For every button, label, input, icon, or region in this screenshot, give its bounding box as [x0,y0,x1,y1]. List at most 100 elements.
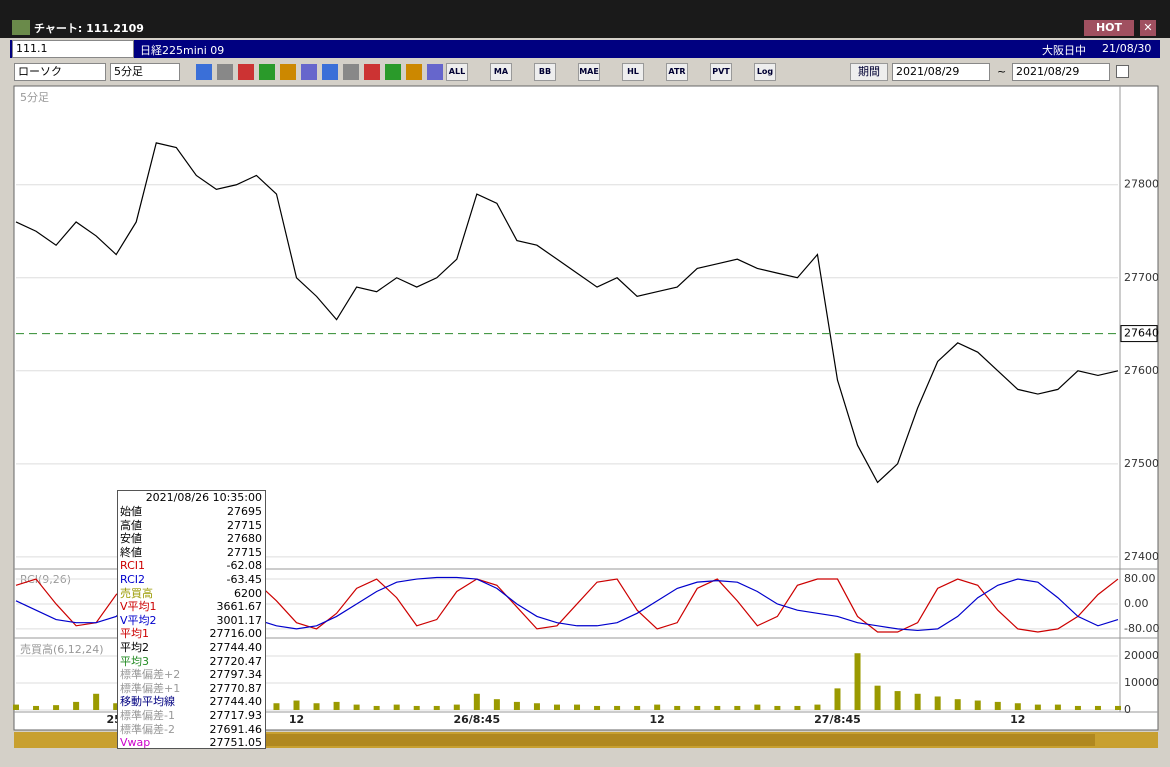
code-select[interactable]: 111.1 [12,40,134,58]
volume-bar [994,701,1001,710]
info-label: 標準偏差+2 [120,668,181,682]
info-row: 平均2 27744.40 [118,641,265,655]
tool-button[interactable]: PVT [710,63,732,81]
tool-button[interactable]: Log [754,63,776,81]
tool-button[interactable]: HL [622,63,644,81]
volume-bar [814,704,821,710]
tool-icon[interactable] [406,64,422,80]
y-tick-label: -80.00 [1124,622,1159,635]
tool-icon[interactable] [343,64,359,80]
tool-icon[interactable] [301,64,317,80]
volume-bar [1054,704,1061,710]
info-label: 標準偏差-2 [120,722,175,736]
volume-bar [934,696,941,710]
market-date: 21/08/30 [1102,42,1152,55]
tool-button[interactable]: BB [534,63,556,81]
tool-icon[interactable] [196,64,212,80]
info-value: 27744.40 [209,640,263,654]
tool-icon[interactable] [322,64,338,80]
info-label: 高値 [120,518,142,532]
info-bar: 111.1 日経225mini 09 大阪日中 21/08/30 [10,40,1160,58]
current-price-label: 27640 [1124,327,1159,340]
info-value: -62.08 [226,559,262,573]
volume-bar [313,703,320,710]
hot-button[interactable]: HOT [1084,20,1134,36]
y-tick-label: 20000 [1124,649,1159,662]
volume-bar [353,704,360,710]
date-to[interactable]: 2021/08/29 [1012,63,1110,81]
date-from[interactable]: 2021/08/29 [892,63,990,81]
info-value: 3661.67 [216,600,263,614]
volume-bar [954,699,961,710]
volume-bar [854,653,861,710]
info-value: 3001.17 [216,613,263,627]
info-row: 標準偏差+2 27797.34 [118,668,265,682]
volume-bar [754,704,761,710]
x-tick-label: 12 [289,713,304,726]
volume-bar [53,705,60,710]
volume-bar [273,703,280,710]
checkbox[interactable] [1116,65,1129,78]
volume-bar [553,704,560,710]
window-title: チャート: 111.2109 [34,22,144,35]
tool-button[interactable]: ATR [666,63,688,81]
period-button[interactable]: 期間 [850,63,888,81]
instrument-name: 日経225mini 09 [140,44,225,57]
volume-bar [1115,705,1121,710]
info-row: V平均2 3001.17 [118,614,265,628]
volume-bar [73,701,80,710]
tool-button[interactable]: MAE [578,63,600,81]
tool-icon[interactable] [259,64,275,80]
chart-type-select[interactable]: ローソク [14,63,106,81]
y-tick-label: 0 [1124,703,1131,716]
tool-icon[interactable] [385,64,401,80]
volume-bar [834,688,841,710]
info-value: 27751.05 [209,736,263,750]
info-value: 27715 [227,518,262,532]
volume-bar [413,705,420,710]
info-value: 27695 [227,505,262,518]
tool-icon[interactable] [217,64,233,80]
volume-bar [1014,703,1021,710]
info-row: 移動平均線 27744.40 [118,695,265,709]
y-tick-label: 27600 [1124,364,1159,377]
tool-icon[interactable] [427,64,443,80]
interval-select[interactable]: 5分足 [110,63,180,81]
info-value: 27680 [227,532,262,546]
info-label: RCI1 [120,559,146,573]
info-row: 平均3 27720.47 [118,655,265,669]
volume-bar [614,705,621,710]
panel-title: 5分足 [20,91,49,104]
volume-bar [433,705,440,710]
button-row: ALL MA BB MAE HL ATR PVT Log [196,63,846,83]
tool-icon[interactable] [280,64,296,80]
info-row: 終値 27715 [118,546,265,560]
info-row: 平均1 27716.00 [118,627,265,641]
info-label: 移動平均線 [120,695,175,709]
volume-bar [453,704,460,710]
current-price-box [1120,325,1158,343]
info-row: Vwap 27751.05 [118,736,265,750]
x-tick-label: 26/8:45 [453,713,500,726]
info-row: V平均1 3661.67 [118,600,265,614]
info-row: 高値 27715 [118,519,265,533]
tool-icon[interactable] [238,64,254,80]
volume-bar [634,705,641,710]
info-label: 標準偏差+1 [120,681,181,695]
volume-bar [894,691,901,710]
volume-bar [914,693,921,710]
close-button[interactable]: ✕ [1140,20,1156,36]
info-label: V平均1 [120,600,157,614]
volume-bar [734,705,741,710]
tool-icon[interactable] [364,64,380,80]
tool-button[interactable]: ALL [446,63,468,81]
volume-bar [113,703,120,710]
info-header: 2021/08/26 10:35:00 [145,491,262,504]
toolbar: ローソク 5分足 ALL MA BB MAE HL ATR PVT Log 期間 2021/0… [10,60,1160,84]
volume-bar [1074,705,1081,710]
y-tick-label: 10000 [1124,676,1159,689]
scroll-thumb[interactable] [265,734,1095,746]
tool-button[interactable]: MA [490,63,512,81]
volume-bar [1094,705,1101,710]
